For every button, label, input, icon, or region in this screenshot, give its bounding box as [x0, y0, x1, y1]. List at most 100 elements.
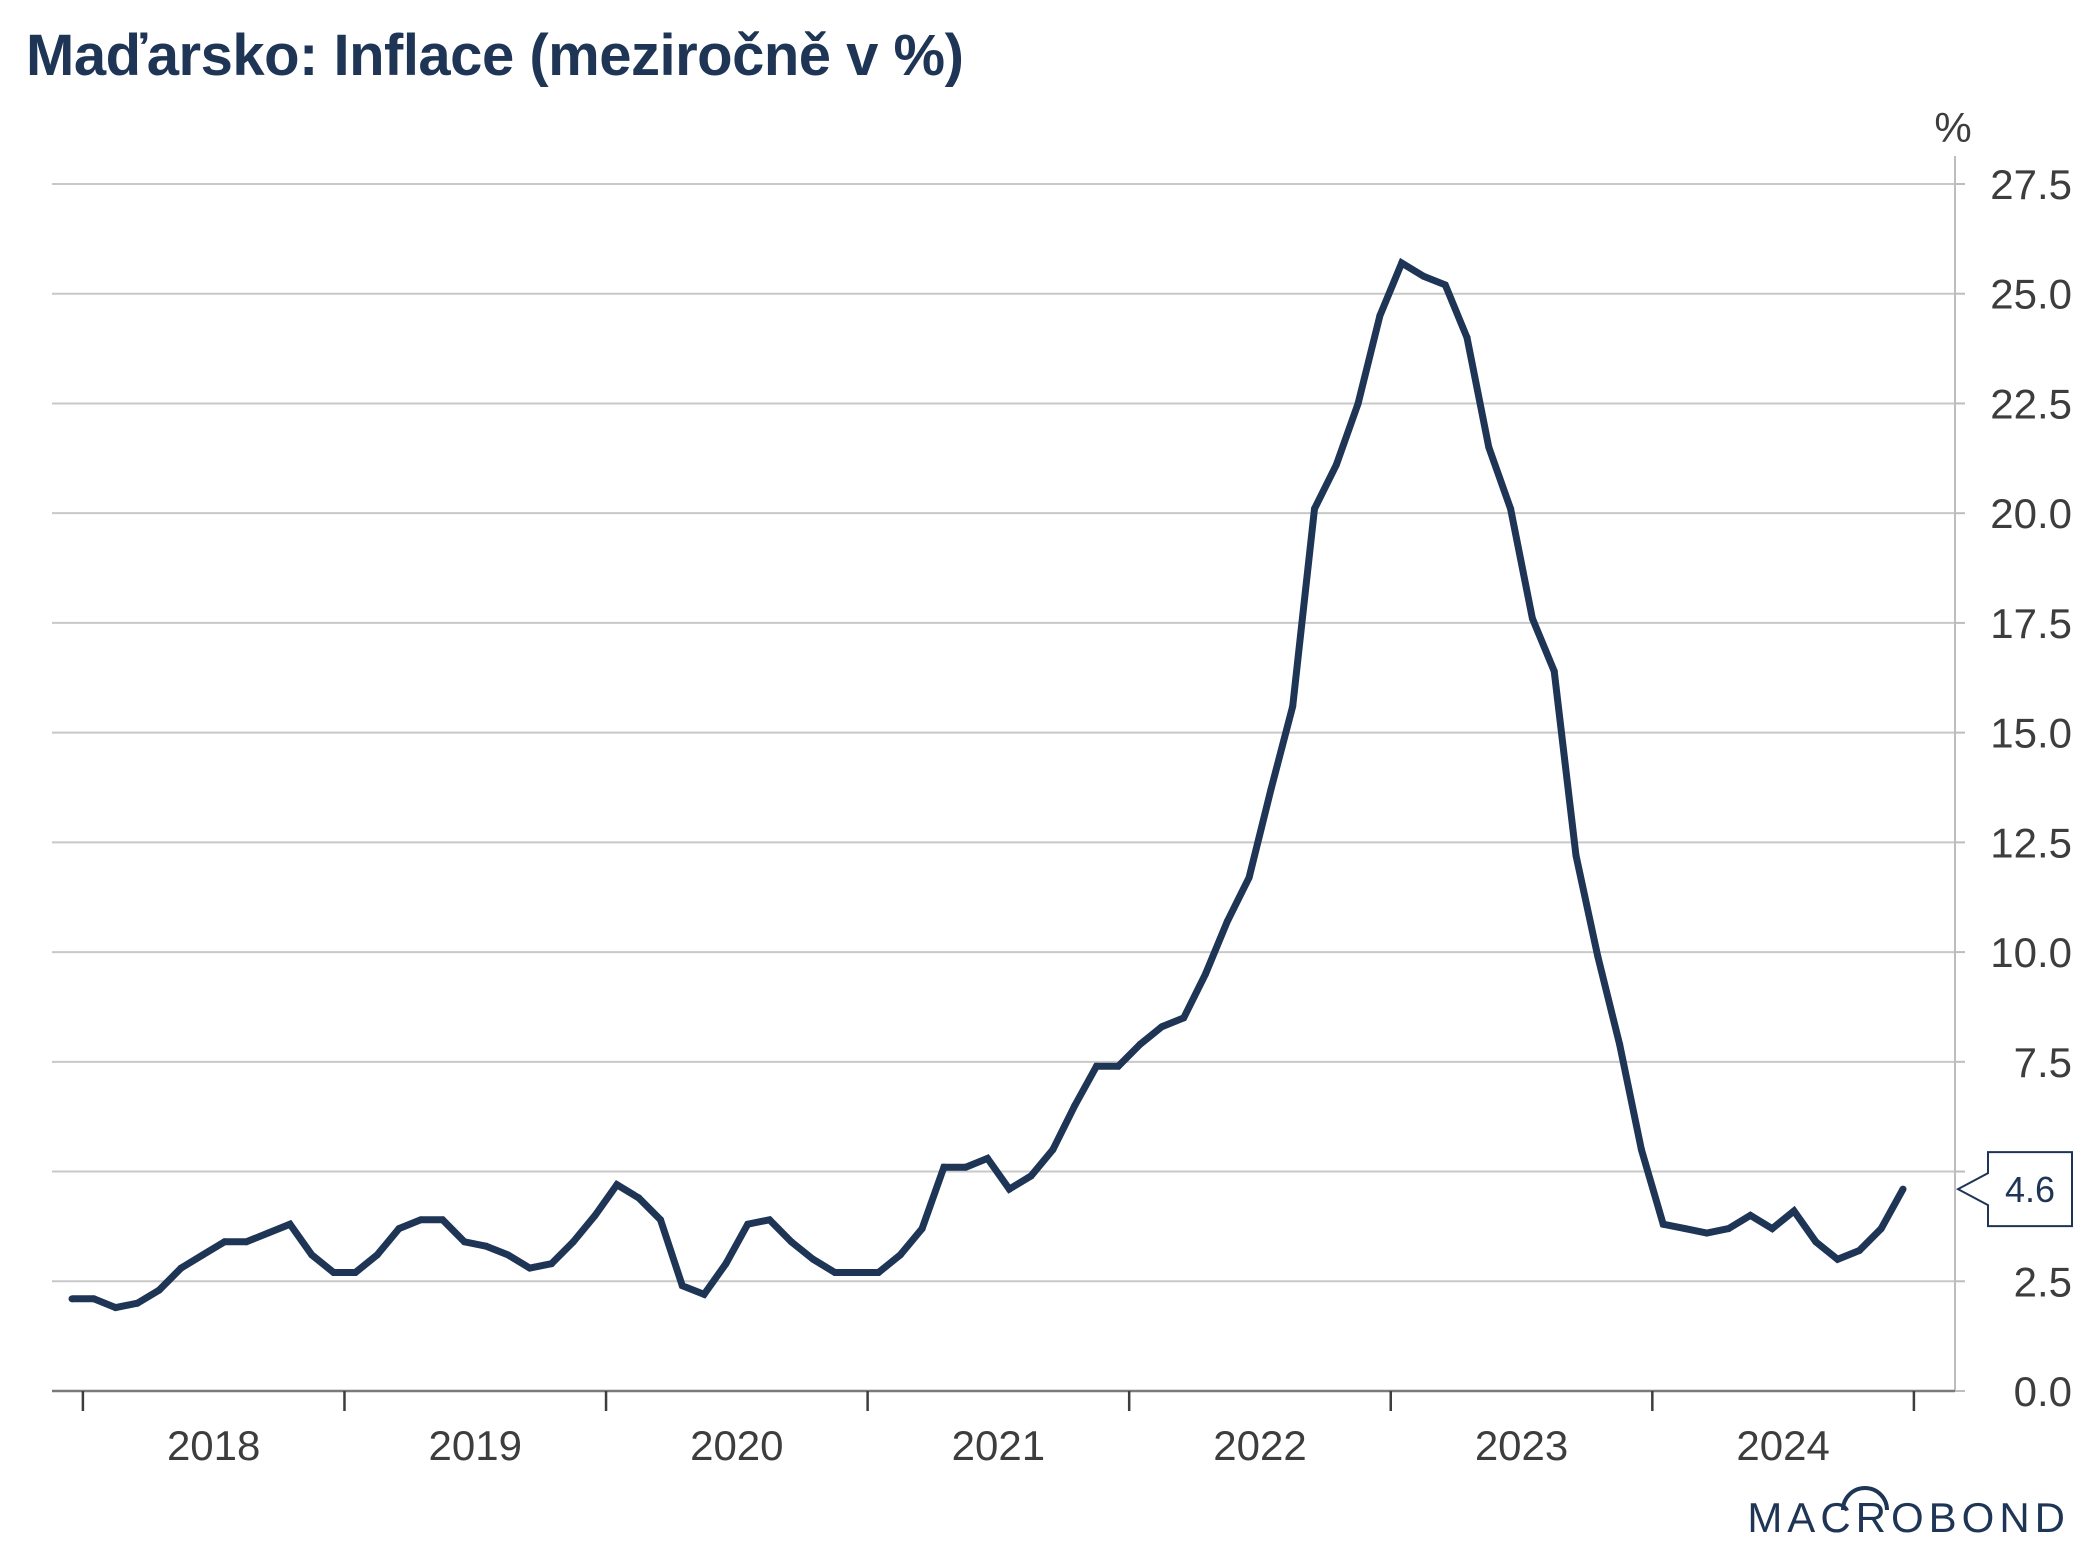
x-tick-label: 2019: [429, 1422, 522, 1469]
data-point: [1768, 1225, 1776, 1233]
data-point: [395, 1225, 403, 1233]
data-point: [809, 1255, 817, 1263]
data-point: [1136, 1040, 1144, 1048]
x-tick-label: 2021: [952, 1422, 1045, 1469]
data-point: [657, 1216, 665, 1224]
data-point: [1463, 334, 1471, 342]
data-point: [1005, 1185, 1013, 1193]
x-tick-label: 2020: [690, 1422, 783, 1469]
macrobond-logo-text: MACROBOND: [1747, 1494, 2070, 1541]
data-point: [1550, 667, 1558, 675]
y-tick-label: 20.0: [1990, 490, 2072, 537]
data-point: [308, 1251, 316, 1259]
data-point: [744, 1220, 752, 1228]
data-point: [635, 1194, 643, 1202]
last-value-callout: 4.6: [1955, 1151, 2073, 1228]
data-point: [1855, 1247, 1863, 1255]
x-tick-label: 2022: [1213, 1422, 1306, 1469]
data-point: [1289, 702, 1297, 710]
y-tick-label: 22.5: [1990, 380, 2072, 427]
y-tick-label: 12.5: [1990, 819, 2072, 866]
data-point: [439, 1216, 447, 1224]
y-tick-label: 25.0: [1990, 271, 2072, 318]
data-point: [90, 1295, 98, 1303]
data-point: [678, 1282, 686, 1290]
y-tick-label: 27.5: [1990, 161, 2072, 208]
data-point: [1398, 259, 1406, 267]
data-point: [984, 1154, 991, 1162]
data-point: [1681, 1225, 1689, 1233]
y-tick-label: 2.5: [2014, 1258, 2072, 1305]
data-point: [1507, 505, 1515, 513]
data-point: [526, 1264, 534, 1272]
last-value-box: [1955, 1151, 2073, 1228]
y-tick-label: 15.0: [1990, 710, 2072, 757]
data-point: [112, 1304, 120, 1312]
data-point: [1790, 1207, 1798, 1215]
y-tick-label: 7.5: [2014, 1039, 2072, 1086]
y-axis-unit-label: %: [1934, 104, 1971, 151]
data-point: [1834, 1255, 1842, 1263]
data-point: [1267, 786, 1275, 794]
data-point: [831, 1268, 839, 1276]
data-point: [1092, 1062, 1100, 1070]
data-point: [1201, 970, 1209, 978]
data-point: [68, 1295, 76, 1303]
data-point: [1725, 1225, 1733, 1233]
data-point: [1027, 1172, 1035, 1180]
data-point: [1245, 873, 1253, 881]
series-line: [72, 257, 1907, 1312]
data-point: [1594, 952, 1602, 960]
data-point: [1703, 1229, 1711, 1237]
last-value-label: 4.6: [2005, 1169, 2055, 1210]
data-point: [1746, 1211, 1754, 1219]
x-tick-label: 2024: [1736, 1422, 1829, 1469]
data-point: [242, 1238, 250, 1246]
data-point: [1332, 461, 1340, 469]
data-point: [591, 1211, 599, 1219]
data-point: [569, 1238, 577, 1246]
data-point: [918, 1225, 926, 1233]
data-point: [1812, 1238, 1820, 1246]
data-point: [787, 1238, 795, 1246]
data-point: [133, 1299, 141, 1307]
data-point: [460, 1238, 468, 1246]
data-point: [221, 1238, 229, 1246]
data-point: [504, 1251, 512, 1259]
data-point: [1114, 1062, 1122, 1070]
data-point: [1158, 1023, 1166, 1031]
data-point: [264, 1229, 272, 1237]
data-point: [1310, 505, 1318, 513]
x-axis-tick-labels: 2018 2019 2020 2021 2022 2023 2024: [167, 1422, 1830, 1469]
data-point: [286, 1220, 294, 1228]
data-point: [1485, 443, 1493, 451]
data-point: [351, 1268, 359, 1276]
data-point: [1071, 1102, 1079, 1110]
data-point: [1354, 399, 1362, 407]
data-point: [199, 1251, 207, 1259]
data-point: [1616, 1040, 1624, 1048]
data-point: [1899, 1185, 1907, 1193]
y-tick-label: 0.0: [2014, 1368, 2072, 1415]
data-point: [1223, 917, 1231, 925]
data-point: [766, 1216, 774, 1224]
data-point: [1659, 1220, 1667, 1228]
data-point: [1528, 615, 1536, 623]
data-point: [1419, 272, 1427, 280]
data-point: [853, 1268, 861, 1276]
data-point: [875, 1268, 883, 1276]
logo-arc: [1841, 1486, 1889, 1511]
data-point: [700, 1290, 708, 1298]
macrobond-logo: MACROBOND: [1747, 1486, 2070, 1541]
chart-title: Maďarsko: Inflace (meziročně v %): [26, 23, 964, 88]
data-point: [1877, 1225, 1885, 1233]
data-point: [1376, 312, 1384, 320]
data-point: [1441, 281, 1449, 289]
axes: [52, 156, 1965, 1411]
data-point: [1637, 1146, 1645, 1154]
data-point: [177, 1264, 185, 1272]
data-point: [155, 1286, 163, 1294]
data-point: [940, 1163, 948, 1171]
data-point: [482, 1242, 490, 1250]
